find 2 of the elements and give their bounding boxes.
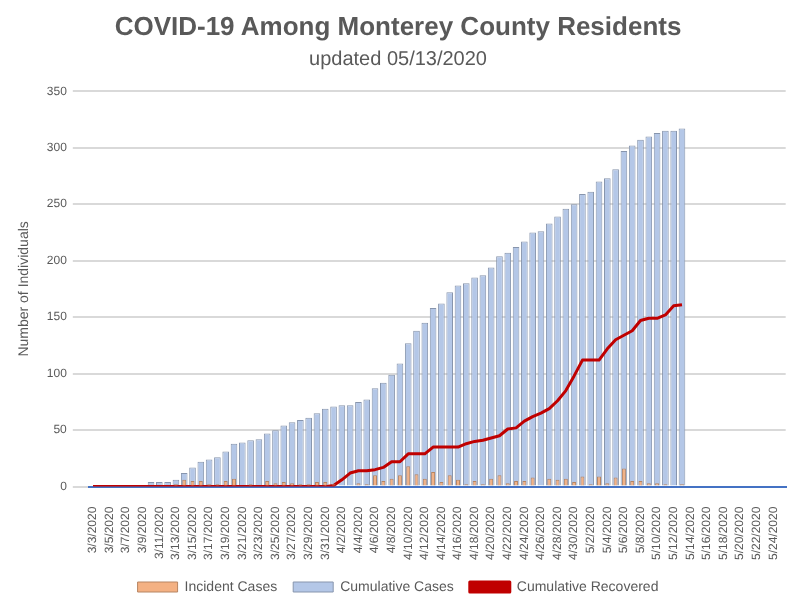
chart-title: COVID-19 Among Monterey County Residents (114, 10, 682, 41)
chart-subtitle: updated 05/13/2020 (309, 48, 488, 71)
